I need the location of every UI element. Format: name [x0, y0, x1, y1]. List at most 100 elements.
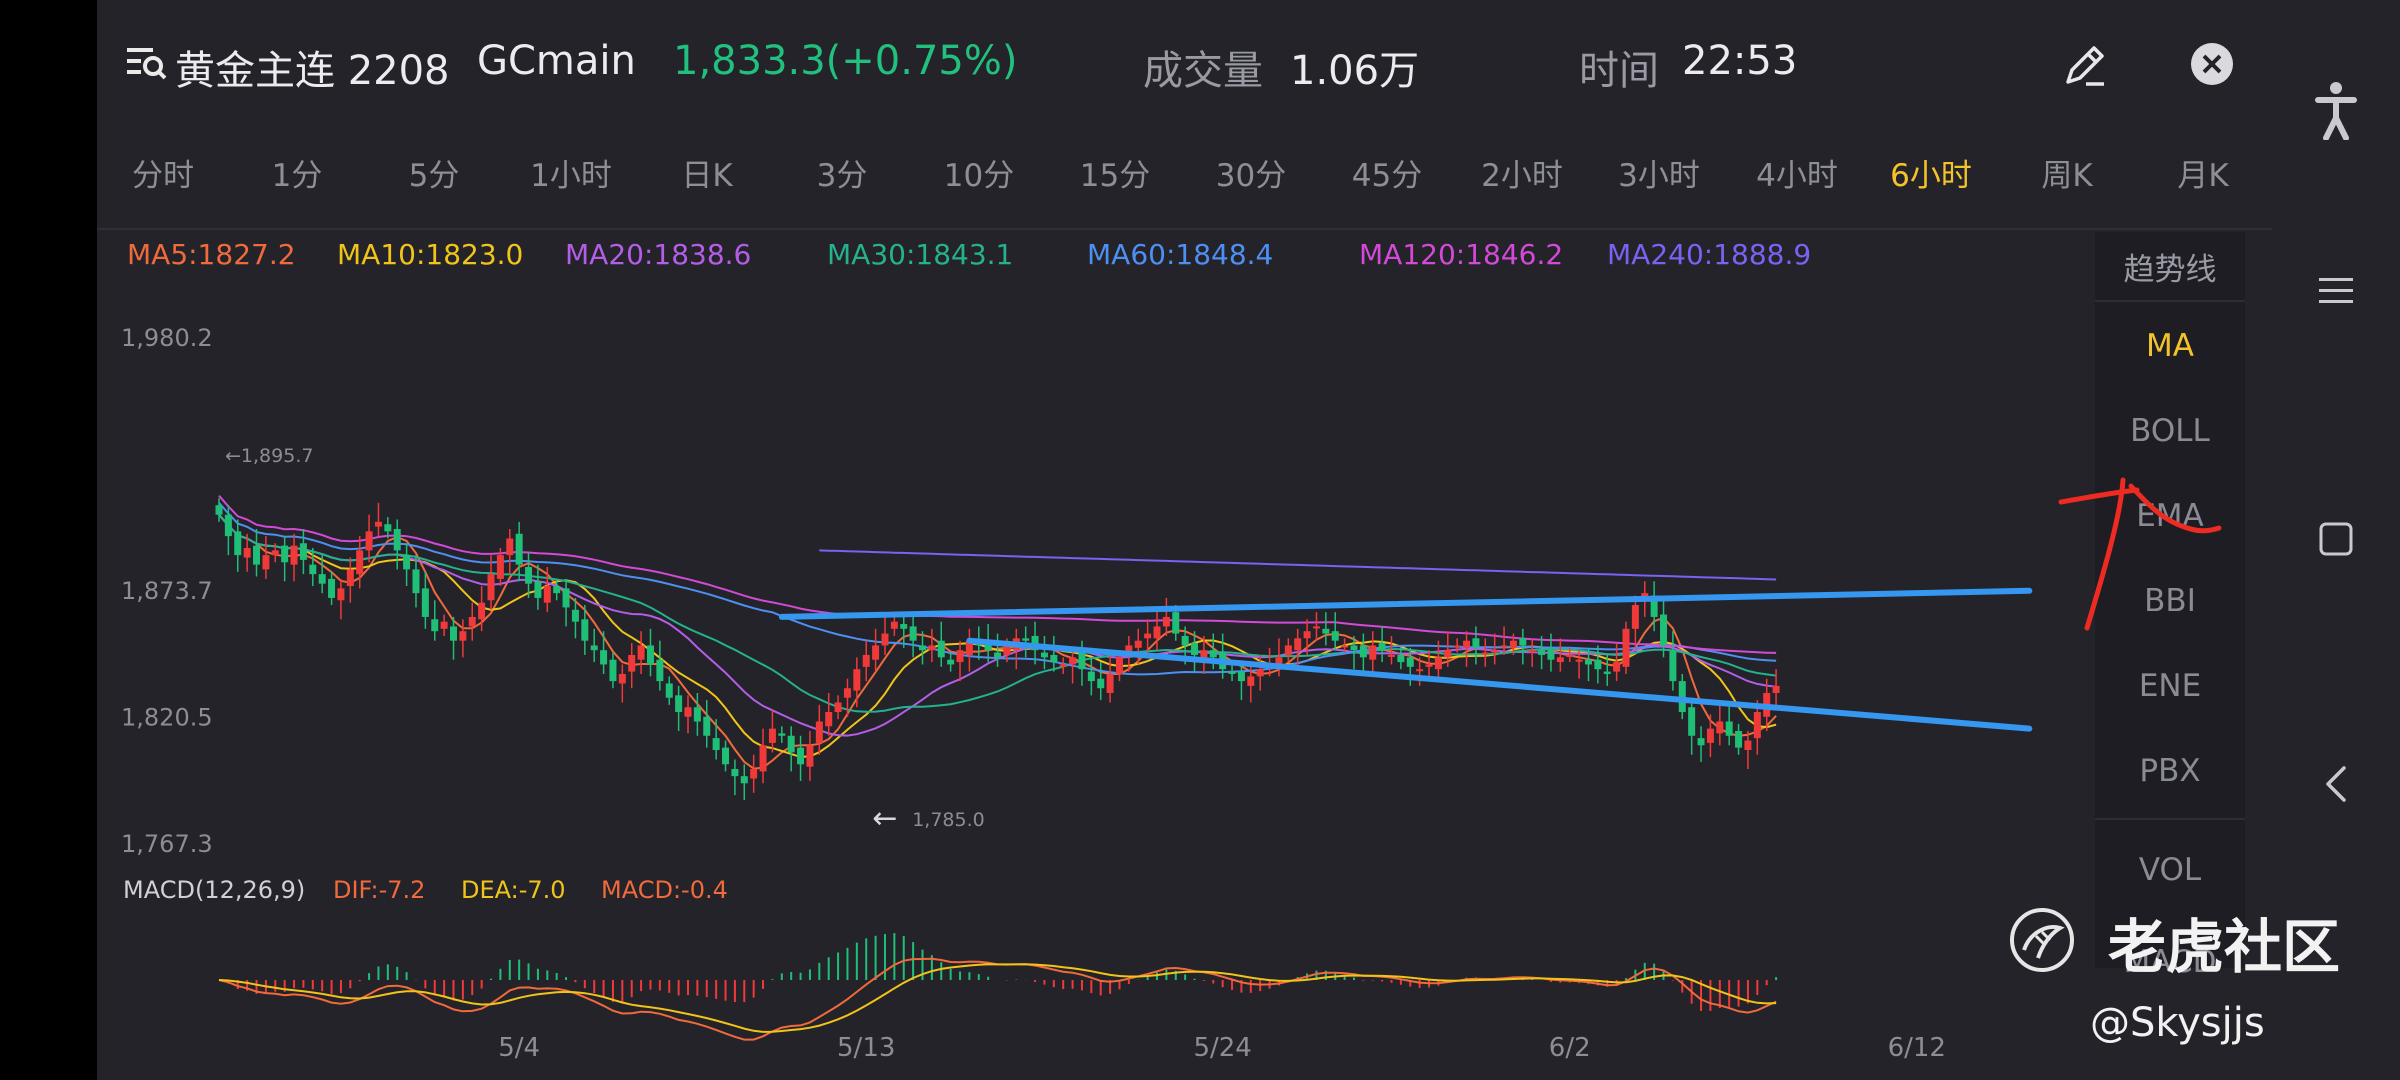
candle-body	[1500, 645, 1508, 648]
sub-indicator-item[interactable]: MACD	[2123, 944, 2217, 980]
candle-body	[1453, 645, 1461, 648]
square-icon[interactable]	[2272, 522, 2400, 560]
candle-body	[872, 645, 880, 660]
tab-period[interactable]: 2小时	[1481, 158, 1563, 194]
pen-icon[interactable]	[2060, 40, 2110, 100]
close-icon[interactable]	[2190, 42, 2234, 96]
ma-legend-item: MA240:1888.9	[1607, 238, 1812, 271]
candle-body	[1434, 657, 1442, 670]
candle-body	[984, 640, 992, 651]
low-marker: 1,785.0	[912, 809, 985, 831]
candle-body	[1172, 612, 1180, 634]
list-search-icon[interactable]	[125, 44, 167, 90]
tab-period[interactable]: 30分	[1215, 158, 1287, 194]
indicator-item[interactable]: PBX	[2139, 753, 2201, 789]
back-icon[interactable]	[2272, 764, 2400, 808]
x-tick-label: 5/13	[837, 1033, 895, 1063]
macd-dif-label: DIF:-7.2	[333, 876, 425, 904]
tab-period[interactable]: 4小时	[1756, 158, 1838, 194]
candle-body	[731, 769, 739, 777]
candle-body	[581, 619, 589, 641]
candle-body	[1256, 669, 1264, 677]
candle-body	[412, 569, 420, 594]
macd-value-label: MACD:-0.4	[601, 876, 728, 904]
app-window: 黄金主连 2208 GCmain 1,833.3(+0.75%) 成交量 1.0…	[97, 0, 2272, 1080]
low-arrow: ←	[872, 801, 897, 836]
candle-body	[1603, 671, 1611, 674]
tab-period[interactable]: 月K	[2177, 158, 2229, 194]
trendline	[778, 587, 2033, 620]
candle-body	[515, 533, 523, 565]
x-tick-label: 5/24	[1193, 1033, 1251, 1063]
candle-body	[965, 640, 973, 655]
tab-period[interactable]: 3小时	[1618, 158, 1700, 194]
ma-legend-item: MA20:1838.6	[565, 238, 752, 271]
tab-period[interactable]: 1分	[271, 158, 323, 194]
indicator-item[interactable]: BOLL	[2130, 413, 2210, 449]
candle-body	[1735, 731, 1743, 748]
candle-body	[825, 711, 833, 727]
tab-period[interactable]: 45分	[1351, 158, 1423, 194]
candle-body	[693, 707, 701, 722]
candle-body	[646, 645, 654, 665]
indicator-item[interactable]: ENE	[2138, 668, 2202, 704]
tiger-logo-icon	[2008, 906, 2076, 978]
tab-period[interactable]: 分时	[132, 158, 194, 194]
ma-line-240	[819, 549, 1777, 581]
ma-legend-item: MA10:1823.0	[337, 238, 524, 271]
tab-period[interactable]: 周K	[2041, 158, 2093, 194]
ma-legend-item: MA30:1843.1	[827, 238, 1014, 271]
candle-body	[1406, 657, 1414, 667]
time-label: 时间	[1579, 48, 1659, 94]
tab-period[interactable]: 日K	[681, 158, 733, 194]
candle-body	[1134, 640, 1142, 648]
ma-line-30	[218, 514, 1777, 713]
candle-body	[1547, 650, 1555, 660]
candle-body	[534, 581, 542, 598]
trendline-tool[interactable]: 趋势线	[2123, 252, 2217, 288]
candle-body	[1388, 654, 1395, 657]
candle-body	[271, 550, 279, 556]
candle-body	[1650, 595, 1658, 617]
candle-body	[393, 528, 401, 551]
candle-body	[450, 626, 457, 641]
indicator-item[interactable]: BBI	[2144, 583, 2196, 619]
accessibility-icon[interactable]	[2272, 80, 2400, 144]
candle-body	[1509, 640, 1517, 648]
macd-label: MACD(12,26,9)	[123, 876, 305, 904]
tab-period[interactable]: 3分	[816, 158, 868, 194]
candle-body	[1744, 740, 1752, 751]
macd-dea-line	[218, 963, 1777, 1033]
hand-drawn-annotation	[2058, 477, 2222, 631]
candle-body	[618, 673, 626, 684]
candle-body	[609, 659, 617, 682]
tab-period[interactable]: 15分	[1079, 158, 1151, 194]
tab-period[interactable]: 10分	[943, 158, 1015, 194]
candle-body	[665, 683, 673, 698]
candle-body	[562, 588, 570, 608]
candlestick-chart[interactable]: 1,980.2 1,873.7 1,820.5 1,767.3 ←1,895.7 ← 1,7…	[97, 0, 2097, 1080]
candle-body	[1613, 662, 1621, 672]
sub-indicator-item[interactable]: VOL	[2138, 852, 2202, 888]
candle-body	[1472, 638, 1480, 648]
candle-body	[1678, 681, 1686, 712]
candle-body	[778, 733, 786, 736]
candle-body	[1125, 645, 1133, 653]
tab-period[interactable]: 6小时	[1890, 158, 1972, 194]
candle-body	[656, 659, 664, 682]
candle-body	[703, 716, 711, 736]
indicator-item[interactable]: MA	[2146, 328, 2194, 364]
candle-body	[262, 555, 270, 570]
menu-icon[interactable]	[2272, 276, 2400, 310]
candle-body	[356, 550, 364, 575]
candle-body	[1069, 657, 1077, 665]
candle-body	[1153, 626, 1161, 639]
tab-period[interactable]: 5分	[408, 158, 460, 194]
candle-body	[768, 728, 776, 743]
candle-body	[1397, 654, 1405, 663]
tab-period[interactable]: 1小时	[530, 158, 612, 194]
candle-body	[853, 669, 861, 691]
candle-body	[1519, 638, 1527, 646]
candle-body	[1275, 657, 1283, 667]
candle-body	[1181, 635, 1189, 646]
